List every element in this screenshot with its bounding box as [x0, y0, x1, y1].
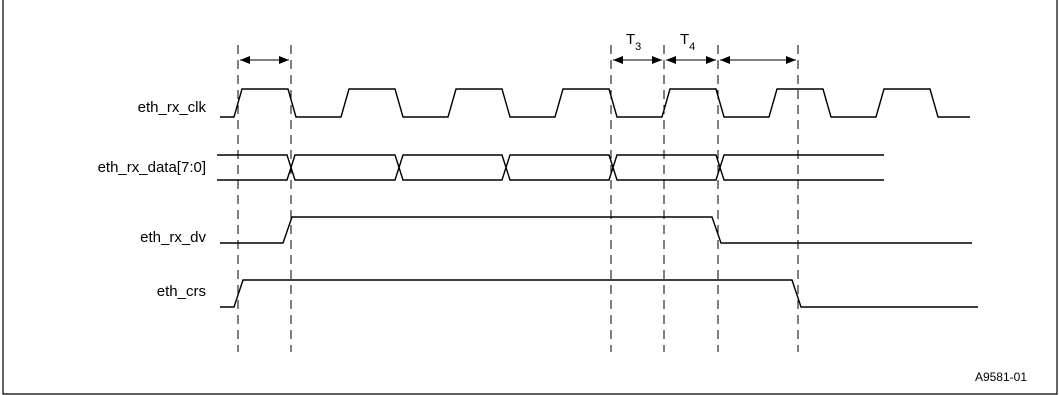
waveform-eth-rx-dv [220, 216, 972, 244]
signal-label-eth-crs: eth_crs [157, 283, 206, 300]
timing-label-t4: T4 [680, 31, 695, 53]
figure-id-label: A9581-01 [975, 370, 1027, 384]
timing-arrow-t3 [613, 56, 662, 64]
timing-arrow-t4 [666, 56, 716, 64]
timing-arrow-crs-hold [720, 56, 796, 64]
waveform-eth-crs [220, 279, 978, 308]
timing-label-t3: T3 [626, 31, 641, 53]
signal-label-eth-rx-clk: eth_rx_clk [138, 99, 207, 116]
signal-label-eth-rx-dv: eth_rx_dv [140, 229, 206, 246]
waveform-eth-rx-data [217, 154, 884, 181]
timing-arrow-first [240, 56, 289, 64]
signal-label-eth-rx-data: eth_rx_data[7:0] [98, 159, 206, 176]
waveform-eth-rx-clk [220, 88, 970, 118]
